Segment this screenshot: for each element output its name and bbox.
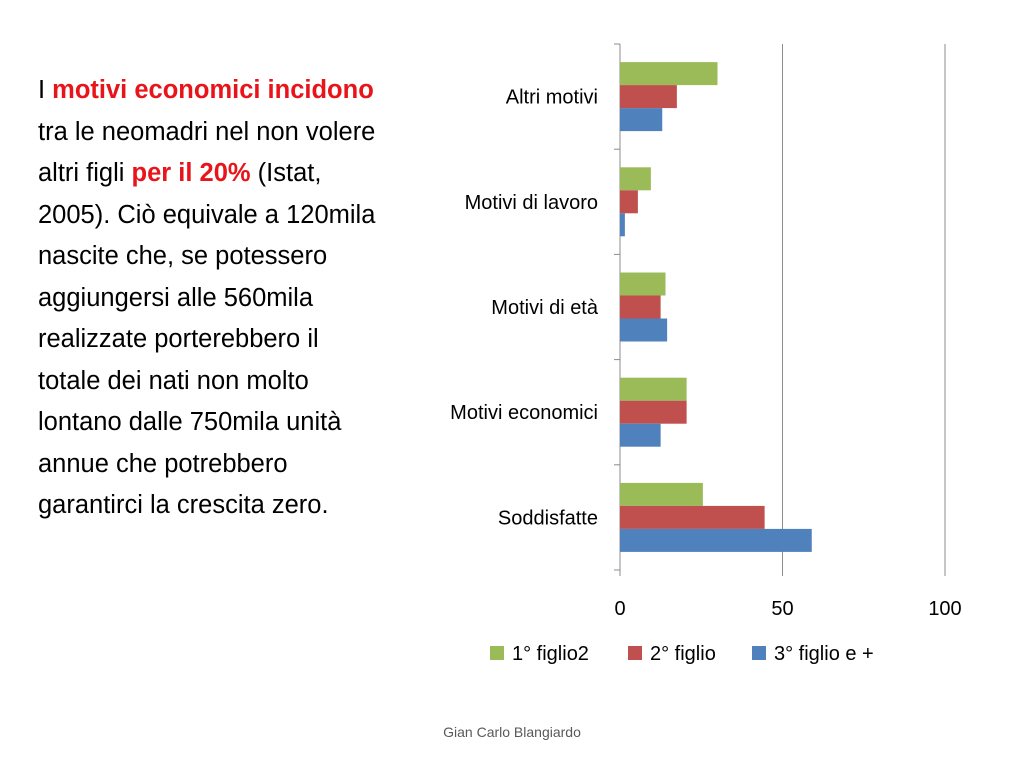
bar-1-figlio2 (620, 482, 703, 506)
category-label: Motivi di lavoro (465, 192, 598, 214)
bar-3-figlio-e- (620, 528, 812, 552)
bar-2-figlio (620, 505, 765, 529)
legend-label: 3° figlio e + (774, 643, 874, 665)
bar-1-figlio2 (620, 377, 687, 401)
legend-label: 2° figlio (650, 643, 716, 665)
category-label: Soddisfatte (498, 507, 598, 529)
category-label: Altri motivi (506, 87, 598, 109)
legend-swatch (628, 646, 642, 660)
category-label: Motivi di età (491, 297, 599, 319)
legend-swatch (490, 646, 504, 660)
footer-author: Gian Carlo Blangiardo (443, 724, 581, 740)
highlighted-text: motivi economici incidono (52, 76, 374, 104)
bar-1-figlio2 (620, 272, 666, 296)
bar-3-figlio-e- (620, 213, 625, 237)
bar-chart: Altri motivi Motivi di lavoro Motivi di et… (450, 43, 962, 665)
bar-3-figlio-e- (620, 318, 668, 342)
bar-1-figlio2 (620, 167, 651, 191)
bar-1-figlio2 (620, 62, 718, 86)
bar-2-figlio (620, 85, 677, 109)
bar-3-figlio-e- (620, 108, 663, 132)
slide-paragraph: I motivi economici incidono tra le neoma… (38, 70, 388, 527)
body-text: (Istat, 2005). Ciò equivale a 120mila na… (38, 159, 376, 519)
bar-2-figlio (620, 190, 638, 214)
value-tick-label: 0 (614, 598, 625, 620)
value-tick-label: 100 (928, 598, 961, 620)
category-label: Motivi economici (450, 402, 598, 424)
highlighted-text: per il 20% (131, 159, 251, 187)
body-text: tra le neomadri nel non volere altri fig… (38, 117, 376, 188)
bar-3-figlio-e- (620, 423, 661, 447)
legend-label: 1° figlio2 (512, 643, 589, 665)
body-text: I (38, 76, 53, 104)
bar-2-figlio (620, 295, 661, 319)
bar-2-figlio (620, 400, 687, 424)
value-tick-label: 50 (771, 598, 793, 620)
legend-swatch (752, 646, 766, 660)
